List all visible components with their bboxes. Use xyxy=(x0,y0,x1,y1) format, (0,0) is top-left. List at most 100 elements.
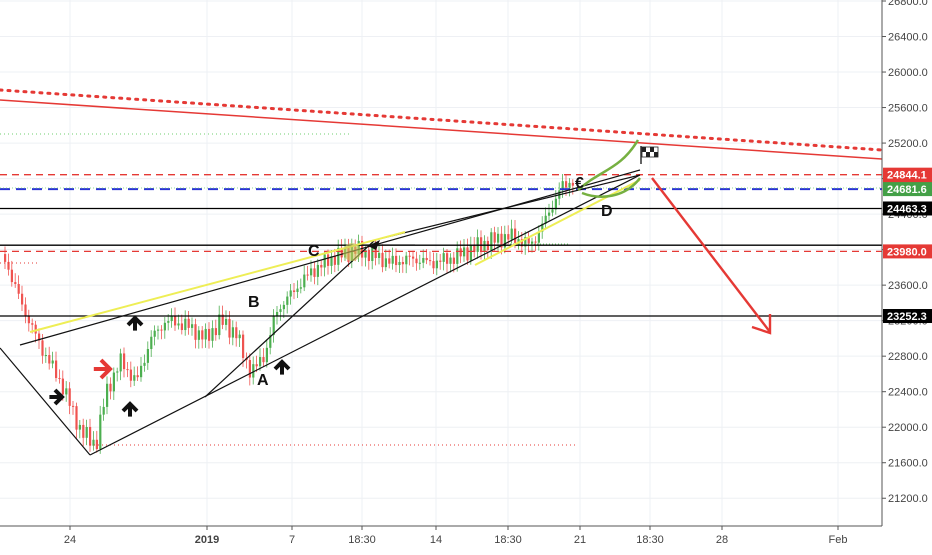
candle-body xyxy=(116,371,119,373)
candle-body xyxy=(469,245,472,261)
y-tick-label: 22000.0 xyxy=(888,422,928,434)
trendline-dotted xyxy=(0,88,884,152)
candle-body xyxy=(204,328,207,340)
price-axis[interactable]: 21200.021600.022000.022400.022800.023200… xyxy=(881,0,932,550)
candle-body xyxy=(551,209,554,213)
candle-body xyxy=(242,334,245,358)
candle-body xyxy=(102,406,105,415)
candle-body xyxy=(221,314,224,325)
candle-body xyxy=(534,241,537,243)
candle-body xyxy=(143,362,146,366)
candle-body xyxy=(68,388,71,406)
candle-body xyxy=(51,360,54,364)
candle-body xyxy=(384,258,387,268)
candle-body xyxy=(262,357,265,363)
trendline-black xyxy=(19,169,641,346)
candle-body xyxy=(191,324,194,328)
candle-body xyxy=(398,261,401,266)
candle-body xyxy=(153,330,156,337)
candle-body xyxy=(510,228,513,240)
candle-body xyxy=(197,330,200,340)
candle-body xyxy=(109,383,112,392)
candle-body xyxy=(55,360,58,378)
candles xyxy=(4,173,574,454)
candle-body xyxy=(78,424,81,430)
candle-body xyxy=(187,318,190,328)
grid xyxy=(0,0,882,526)
candle-body xyxy=(44,355,47,357)
candle-body xyxy=(381,252,384,268)
candle-body xyxy=(265,347,268,363)
candle-body xyxy=(286,296,289,305)
annotation-label: € xyxy=(575,175,584,192)
candle-body xyxy=(435,260,438,269)
candle-body xyxy=(473,245,476,252)
candle-body xyxy=(330,256,333,266)
candle-body xyxy=(255,364,258,367)
candle-body xyxy=(442,253,445,262)
candle-body xyxy=(146,348,149,363)
candle-body xyxy=(327,254,330,266)
candle-body xyxy=(548,212,551,216)
candle-body xyxy=(129,369,132,381)
candle-body xyxy=(293,290,296,292)
candle-body xyxy=(316,264,319,277)
candle-body xyxy=(405,255,408,265)
x-tick-label: Feb xyxy=(829,534,848,546)
candle-body xyxy=(170,316,173,322)
candle-body xyxy=(568,182,571,188)
y-tick-label: 21200.0 xyxy=(888,493,928,505)
price-badge-label: 24844.1 xyxy=(887,170,927,182)
candle-body xyxy=(374,246,377,258)
candle-body xyxy=(537,231,540,243)
candle-body xyxy=(531,241,534,244)
candle-body xyxy=(218,314,221,336)
trendline-black xyxy=(89,174,641,456)
candle-body xyxy=(58,377,61,379)
candle-body xyxy=(136,375,139,378)
trendline-black xyxy=(374,174,641,241)
candle-body xyxy=(201,330,204,340)
annotation-label: D xyxy=(601,203,613,220)
candle-body xyxy=(466,247,469,261)
candle-body xyxy=(14,282,17,285)
candle-body xyxy=(150,336,153,349)
candle-body xyxy=(391,255,394,264)
candle-body xyxy=(367,249,370,262)
candle-body xyxy=(571,182,574,186)
arrow-marker xyxy=(49,388,65,406)
price-badge: 23980.0 xyxy=(883,244,932,259)
price-axis-bg xyxy=(882,0,932,550)
candle-body xyxy=(463,247,466,257)
candle-body xyxy=(225,318,228,325)
candle-body xyxy=(313,268,316,277)
candle-body xyxy=(432,261,435,269)
candle-body xyxy=(418,262,421,264)
candle-body xyxy=(524,236,527,247)
candle-body xyxy=(561,181,564,191)
candle-body xyxy=(92,439,95,446)
candle-body xyxy=(4,254,7,262)
candle-body xyxy=(425,257,428,261)
candle-body xyxy=(177,323,180,326)
trendline-black xyxy=(0,347,91,456)
x-tick-label: 2019 xyxy=(195,534,219,546)
candle-body xyxy=(340,247,343,258)
candle-body xyxy=(483,240,486,252)
candle-body xyxy=(361,240,364,258)
candle-body xyxy=(27,315,30,324)
candle-body xyxy=(320,264,323,268)
time-axis[interactable]: 24 2019 7 18:30 14 18:30 21 18:30 28 Feb xyxy=(0,525,882,550)
candle-body xyxy=(208,328,211,341)
price-badge: 24681.6 xyxy=(883,182,932,197)
candle-body xyxy=(133,375,136,381)
y-tick-label: 23600.0 xyxy=(888,280,928,292)
candle-body xyxy=(99,414,102,450)
candle-body xyxy=(174,316,177,326)
x-tick-label: 28 xyxy=(716,534,728,546)
candle-body xyxy=(452,257,455,264)
y-tick-label: 21600.0 xyxy=(888,458,928,470)
candle-body xyxy=(276,311,279,317)
